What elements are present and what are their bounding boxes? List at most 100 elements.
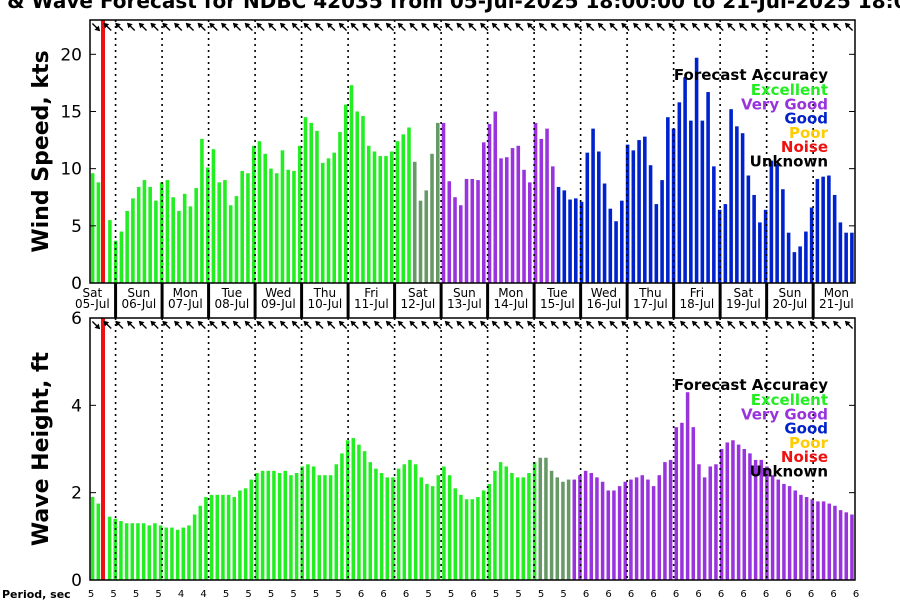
day-date: 16-Jul <box>587 297 622 311</box>
wave-bar <box>408 459 412 580</box>
wave-wind-arrow <box>844 320 854 330</box>
arrow-head <box>633 320 639 327</box>
day-name: Mon <box>824 286 849 300</box>
wave-wind-arrow <box>174 320 183 330</box>
arrow-head <box>256 22 263 29</box>
wave-wind-arrow <box>715 320 724 330</box>
arrow-head <box>291 320 298 327</box>
wind-bar <box>338 132 342 283</box>
arrow-head <box>456 320 463 327</box>
wind-wind-arrow <box>762 22 771 32</box>
arrow-head <box>162 22 168 29</box>
arrow-head <box>480 22 486 29</box>
arrow-head <box>527 22 533 29</box>
wind-bar <box>614 221 618 283</box>
wind-wind-arrow <box>597 22 607 32</box>
wave-bar <box>396 468 401 580</box>
arrow-head <box>409 320 416 327</box>
wind-bar <box>441 122 446 283</box>
wind-wind-arrow <box>221 22 230 32</box>
arrow-head <box>350 320 357 327</box>
wave-legend-item: Noise <box>781 448 828 466</box>
wind-wind-arrow <box>126 22 136 32</box>
day-name: Thu <box>313 286 337 300</box>
wave-bar <box>385 477 390 580</box>
day-date: 13-Jul <box>447 297 482 311</box>
wave-wind-arrow <box>762 320 771 330</box>
wind-wind-arrow <box>197 22 206 32</box>
wind-bar <box>597 151 601 283</box>
arrow-head <box>221 320 227 327</box>
wave-bar <box>674 427 679 580</box>
arrow-head <box>727 22 733 29</box>
wave-bar <box>368 462 373 580</box>
wind-bar <box>297 145 302 283</box>
arrow-head <box>550 320 557 327</box>
wave-legend-item: Good <box>784 420 828 438</box>
wind-bar <box>637 140 641 283</box>
arrow-head <box>468 22 474 29</box>
arrow-head <box>703 22 710 29</box>
wind-bar <box>608 208 613 283</box>
period-value: 6 <box>785 589 791 600</box>
arrow-head <box>432 22 439 29</box>
wave-bar <box>374 468 378 580</box>
wave-wind-arrow <box>680 320 689 330</box>
wave-bar <box>447 475 452 580</box>
wave-wind-arrow <box>797 320 807 330</box>
wind-bar <box>798 246 802 283</box>
wind-bar <box>384 156 388 283</box>
wave-ytick-label: 2 <box>71 484 82 504</box>
arrow-head <box>738 22 745 29</box>
wind-wind-arrow <box>174 22 183 32</box>
wave-bar <box>272 470 276 580</box>
arrow-head <box>444 320 451 327</box>
arrow-head <box>491 320 498 327</box>
wave-ytick-label: 0 <box>71 571 82 591</box>
wind-wind-arrow <box>103 22 112 32</box>
wave-wind-arrow <box>244 320 253 330</box>
wave-wind-arrow <box>374 320 383 330</box>
arrow-head <box>680 22 686 29</box>
wave-bar <box>147 525 152 580</box>
wave-bar <box>600 481 605 580</box>
wave-bar <box>198 505 203 580</box>
wind-wind-arrow <box>480 22 489 32</box>
arrow-head <box>303 22 310 29</box>
arrow-head <box>656 320 663 327</box>
wind-wind-arrow <box>786 22 795 32</box>
wave-bar <box>249 479 254 580</box>
wind-bar <box>447 181 452 283</box>
wind-wind-arrow <box>279 22 289 32</box>
arrow-head <box>844 320 851 327</box>
period-value: 5 <box>515 589 521 600</box>
wind-wind-arrow <box>115 22 124 32</box>
wave-bar <box>657 475 662 580</box>
period-value: 6 <box>403 589 409 600</box>
wind-wind-arrow <box>774 22 783 32</box>
wind-bar <box>366 145 371 283</box>
wave-bar <box>204 497 208 580</box>
period-value: 5 <box>560 589 566 600</box>
arrow-head <box>315 22 321 29</box>
day-name: Sun <box>778 286 801 300</box>
wind-bar <box>539 138 544 283</box>
wind-bar <box>746 175 751 283</box>
wind-wind-arrow <box>397 22 406 32</box>
day-name: Mon <box>498 286 523 300</box>
wave-wind-arrow <box>644 320 654 330</box>
arrow-head <box>409 22 416 29</box>
arrow-head <box>279 320 286 327</box>
wind-bar <box>131 198 135 283</box>
period-value: 5 <box>245 589 251 600</box>
wind-bar <box>694 57 699 284</box>
wave-bar <box>521 477 526 580</box>
wave-wind-arrow <box>303 320 312 330</box>
wind-bar <box>781 189 785 283</box>
wind-wind-arrow <box>668 22 677 32</box>
wind-bar <box>401 134 406 283</box>
wave-height-panel: 0 2 4 6 Wave Height, ft Forecast AccuracyExce… <box>29 309 856 591</box>
